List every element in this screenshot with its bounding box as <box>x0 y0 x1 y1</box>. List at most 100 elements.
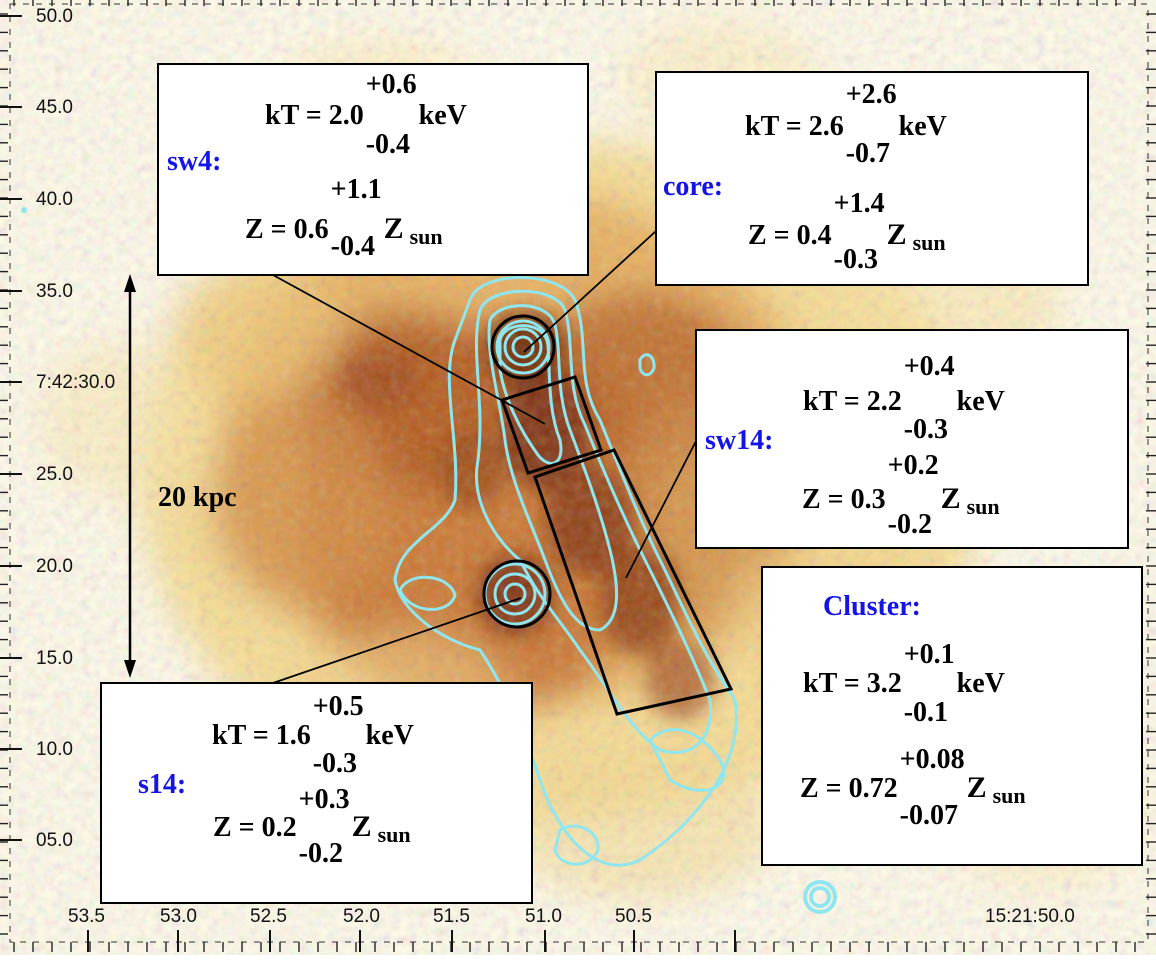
cluster-kT-unit: keV <box>957 668 1005 699</box>
contour-line <box>553 824 600 866</box>
s14-kT-plus-error: +0.5 <box>313 691 364 722</box>
s14-region-circle <box>482 559 552 629</box>
contour-ring <box>493 572 537 616</box>
s14-region-label: s14: <box>138 769 186 800</box>
s14-kT-value: kT = 1.6 <box>212 720 311 751</box>
cluster-region-label: Cluster: <box>823 591 921 622</box>
sw4-Z-unit-subscript: sun <box>410 224 443 249</box>
sw4-kT-value: kT = 2.0 <box>265 100 364 131</box>
cluster-kT-minus-error: -0.1 <box>904 697 948 728</box>
core-Z-value: Z = 0.4 <box>748 220 832 251</box>
ra-tick-label: 53.0 <box>160 906 197 927</box>
ra-tick-label: 15:21:50.0 <box>985 906 1075 927</box>
sw14-Z-unit: Z <box>941 482 961 515</box>
contour-line <box>474 289 713 755</box>
scale-bar: 20 kpc <box>124 274 237 678</box>
contour-line <box>638 353 656 377</box>
extraction-regions <box>482 314 734 716</box>
sw4-Z-plus-error: +1.1 <box>331 174 382 205</box>
sw14-kT-plus-error: +0.4 <box>904 351 955 382</box>
sw4-kT-unit: keV <box>419 100 467 131</box>
sw4-Z-unit: Z <box>384 212 404 245</box>
dec-tick-label: 15.0 <box>36 648 73 669</box>
s14-Z-unit-subscript: sun <box>378 822 411 847</box>
core-region-label: core: <box>663 171 723 202</box>
sw4-annotation-box: sw4: kT = 2.0+0.6 -0.4 keV Z = 0.6+1.1 -0.4 Z s… <box>157 63 589 276</box>
core-kT-minus-error: -0.7 <box>846 138 890 169</box>
cluster-kT-plus-error: +0.1 <box>904 639 955 670</box>
ra-tick-label: 50.5 <box>615 906 652 927</box>
sw14-kT-value: kT = 2.2 <box>803 386 902 417</box>
contour-ring <box>809 886 831 908</box>
dec-tick-label: 40.0 <box>36 189 73 210</box>
sw14-Z-value: Z = 0.3 <box>802 484 886 515</box>
sw4-Z-minus-error: -0.4 <box>331 231 375 262</box>
core-leader <box>523 230 657 353</box>
sw4-kT-minus-error: -0.4 <box>366 129 410 160</box>
s14-annotation-box: s14: kT = 1.6+0.5 -0.3 keV Z = 0.2+0.3 -0.2 Z s… <box>100 682 533 904</box>
sw14-region-label: sw14: <box>705 425 773 456</box>
s14-Z-unit: Z <box>352 810 372 843</box>
cluster-Z-plus-error: +0.08 <box>900 744 965 775</box>
cluster-Z-unit: Z <box>967 771 987 804</box>
contour-ring <box>503 327 543 367</box>
cluster-Z-value: Z = 0.72 <box>800 773 898 804</box>
sw4-kT-plus-error: +0.6 <box>366 69 417 100</box>
sw14-kT-minus-error: -0.3 <box>904 414 948 445</box>
dec-tick-label: 25.0 <box>36 464 73 485</box>
sw14-leader <box>625 440 697 579</box>
contour-ring <box>803 880 837 914</box>
cluster-Z-minus-error: -0.07 <box>900 800 958 831</box>
dec-tick-label: 50.0 <box>36 6 73 27</box>
scale-bar-label: 20 kpc <box>158 482 237 513</box>
ra-tick-label: 52.5 <box>250 906 287 927</box>
dec-tick-label: 45.0 <box>36 97 73 118</box>
contour-ring <box>503 582 527 606</box>
contour-line <box>648 728 726 792</box>
ra-tick-label: 51.5 <box>433 906 470 927</box>
contour-dot <box>21 207 27 213</box>
core-annotation-box: core: kT = 2.6+2.6 -0.7 keV Z = 0.4+1.4 -0.3 Z… <box>655 71 1089 286</box>
dec-tick-label: 20.0 <box>36 556 73 577</box>
core-kT-value: kT = 2.6 <box>745 111 844 142</box>
annotation-boxes: sw4: kT = 2.0+0.6 -0.4 keV Z = 0.6+1.1 -0.4 Z s… <box>100 63 1143 904</box>
core-Z-minus-error: -0.3 <box>834 244 878 275</box>
s14-leader <box>272 597 522 684</box>
sw14-kT-unit: keV <box>957 386 1005 417</box>
core-Z-unit-subscript: sun <box>913 230 946 255</box>
contour-line <box>498 324 563 465</box>
sw14-Z-unit-subscript: sun <box>967 494 1000 519</box>
contour-line <box>487 304 619 632</box>
cluster-kT-value: kT = 3.2 <box>803 668 902 699</box>
contour-line <box>393 276 738 867</box>
sw14-Z-minus-error: -0.2 <box>888 509 932 540</box>
dec-tick-label: 10.0 <box>36 739 73 760</box>
contour-ring <box>511 335 535 359</box>
dec-tick-label: 35.0 <box>36 281 73 302</box>
ra-tick-label: 51.0 <box>525 906 562 927</box>
sw4-region-box <box>500 375 603 475</box>
leader-lines <box>272 230 697 684</box>
s14-kT-minus-error: -0.3 <box>313 748 357 779</box>
cluster-annotation-box: Cluster: kT = 3.2+0.1 -0.1 keV Z = 0.72+0.08… <box>761 566 1143 866</box>
core-kT-plus-error: +2.6 <box>846 79 897 110</box>
core-Z-unit: Z <box>887 218 907 251</box>
sw4-region-label: sw4: <box>167 146 221 177</box>
sw4-leader <box>272 274 546 425</box>
s14-kT-unit: keV <box>366 720 414 751</box>
dec-tick-label: 7:42:30.0 <box>36 372 115 393</box>
s14-Z-plus-error: +0.3 <box>299 784 350 815</box>
contour-line <box>398 575 457 611</box>
cluster-Z-unit-subscript: sun <box>993 783 1026 808</box>
s14-Z-value: Z = 0.2 <box>213 812 297 843</box>
core-Z-plus-error: +1.4 <box>834 188 885 219</box>
sw14-annotation-box: sw14: kT = 2.2+0.4 -0.3 keV Z = 0.3+0.2 -0.2 Z… <box>695 329 1129 549</box>
ra-tick-label: 53.5 <box>68 906 105 927</box>
s14-Z-minus-error: -0.2 <box>299 838 343 869</box>
contour-ring <box>495 319 551 375</box>
dec-tick-label: 05.0 <box>36 830 73 851</box>
sw4-Z-value: Z = 0.6 <box>245 214 329 245</box>
